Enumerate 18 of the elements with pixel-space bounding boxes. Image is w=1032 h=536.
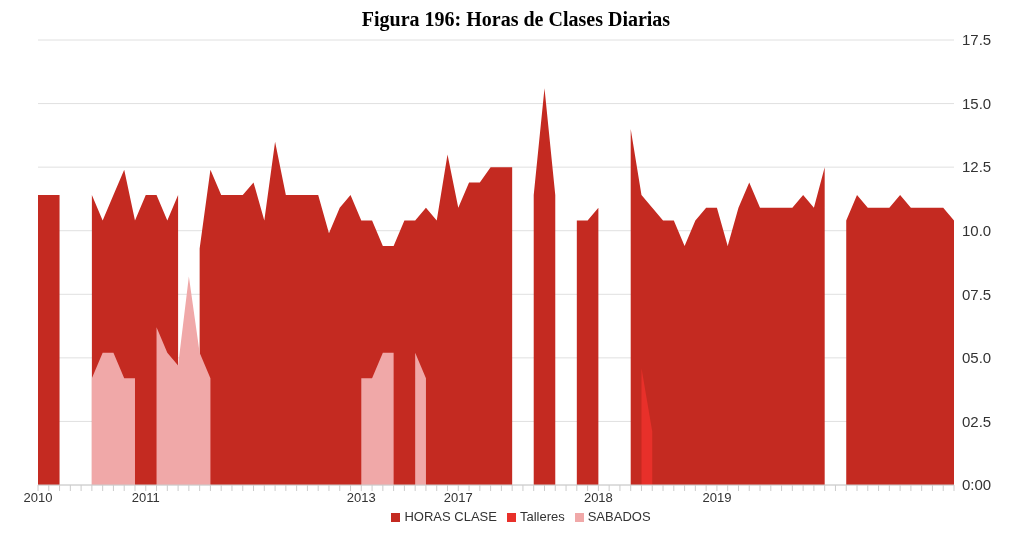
y-tick-label: 10.0: [962, 222, 992, 240]
legend-label: Talleres: [519, 509, 565, 524]
y-tick-label: 07.5: [962, 285, 992, 303]
y-tick-label: 02.5: [962, 412, 992, 430]
y-tick-label: 05.0: [962, 349, 992, 367]
x-tick-label: 2013: [346, 490, 376, 506]
y-tick-label: 12.5: [962, 158, 992, 176]
legend-label: HORAS CLASE: [404, 509, 497, 524]
chart-title: Figura 196: Horas de Clases Diarias: [360, 8, 672, 32]
x-tick-label: 2019: [702, 490, 732, 506]
y-tick-label: 15.0: [962, 94, 992, 112]
x-tick-label: 2017: [443, 490, 473, 506]
y-tick-label: 0:00: [962, 476, 992, 494]
legend-label: SABADOS: [587, 509, 651, 524]
x-tick-label: 2018: [583, 490, 613, 506]
x-tick-label: 2011: [131, 490, 160, 506]
y-tick-label: 17.5: [962, 31, 992, 49]
x-tick-label: 2010: [23, 490, 53, 506]
